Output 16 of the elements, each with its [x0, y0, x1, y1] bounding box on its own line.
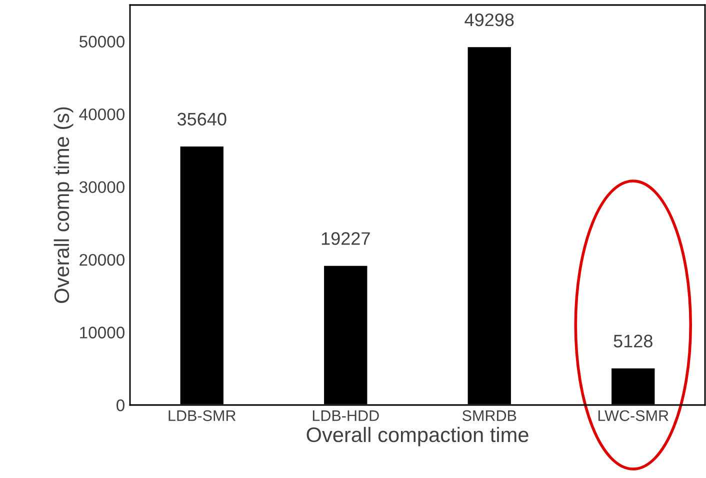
- data-label: 19227: [322, 232, 370, 245]
- x-tick-label: LDB-SMR: [168, 410, 236, 422]
- y-tick-label: 40000: [79, 108, 124, 120]
- y-tick-label: 20000: [80, 254, 124, 266]
- y-tick-label: 30000: [79, 181, 124, 194]
- y-tick-label: 10000: [80, 326, 124, 338]
- x-tick-label: LWC-SMR: [598, 410, 668, 422]
- data-label: 49298: [464, 13, 514, 26]
- data-label: 35640: [177, 112, 226, 126]
- x-axis-title: Overall compaction time: [306, 426, 528, 446]
- y-tick-label: 50000: [79, 36, 124, 48]
- x-tick-label: SMRDB: [462, 410, 516, 422]
- y-axis-title: Overall comp time (s): [54, 107, 74, 303]
- y-tick-label: 0: [116, 399, 124, 412]
- data-label: 5128: [614, 334, 652, 348]
- x-tick-label: LDB-HDD: [312, 410, 379, 421]
